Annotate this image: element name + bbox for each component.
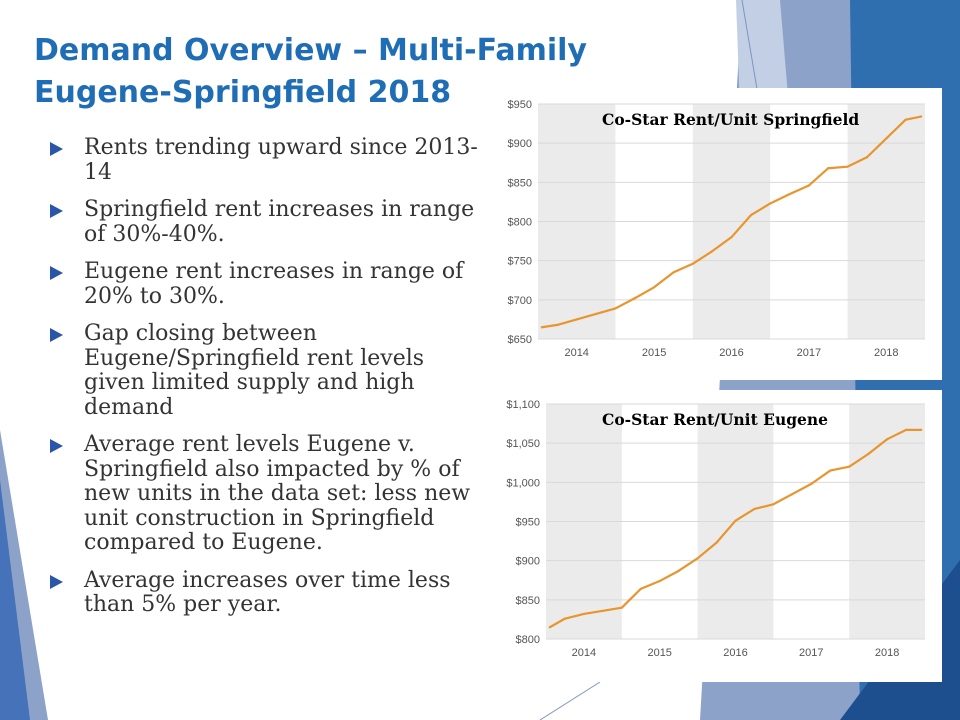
x-tick-label: 2018: [875, 647, 899, 659]
x-tick-label: 2017: [799, 647, 823, 659]
deco-thin-line-top: [741, 0, 759, 96]
data-point: [772, 503, 775, 506]
bullet-item: Average increases over time less than 5%…: [46, 567, 486, 618]
data-point: [620, 606, 623, 609]
data-point: [829, 469, 832, 472]
data-point: [810, 482, 813, 485]
bullet-text: Gap closing between Eugene/Springfield r…: [84, 321, 425, 420]
y-tick-label: $1,100: [506, 399, 540, 411]
data-point: [715, 541, 718, 544]
bullet-text: Average increases over time less than 5%…: [84, 567, 451, 617]
data-point: [920, 115, 923, 118]
x-tick-label: 2015: [647, 647, 671, 659]
data-point: [677, 569, 680, 572]
data-point: [696, 557, 699, 560]
data-point: [904, 428, 908, 431]
bullet-list: Rents trending upward since 2013-14 Spri…: [46, 135, 486, 631]
data-point: [788, 192, 791, 196]
bullet-item: Springfield rent increases in range of 3…: [46, 197, 486, 247]
data-point: [563, 617, 567, 620]
data-point: [582, 612, 586, 616]
data-point: [920, 428, 923, 431]
y-tick-label: $950: [508, 99, 532, 111]
y-tick-label: $1,000: [506, 477, 540, 489]
bullet-arrow-icon: [50, 439, 63, 453]
data-point: [633, 297, 636, 300]
data-point: [730, 236, 733, 239]
slide-title-line2: Eugene-Springfield 2018: [34, 75, 452, 110]
data-point: [556, 323, 559, 326]
x-tick-label: 2014: [564, 347, 588, 359]
y-tick-label: $950: [516, 517, 540, 529]
bullet-item: Eugene rent increases in range of 20% to…: [46, 259, 486, 309]
data-point: [653, 286, 656, 289]
data-point: [885, 137, 888, 140]
data-point: [711, 250, 714, 253]
data-point: [749, 214, 752, 217]
y-tick-label: $1,050: [506, 438, 540, 450]
deco-left-dark-band: [0, 480, 30, 720]
data-point: [672, 271, 675, 274]
data-point: [867, 453, 870, 456]
y-tick-label: $800: [508, 217, 532, 229]
data-point: [594, 312, 598, 316]
data-point: [904, 118, 907, 121]
x-tick-label: 2017: [797, 347, 821, 359]
bullet-item: Average rent levels Eugene v. Springfiel…: [46, 432, 486, 556]
chart-title: Co-Star Rent/Unit Springfield: [602, 110, 859, 129]
y-tick-label: $850: [516, 595, 540, 607]
bullet-arrow-icon: [50, 204, 63, 218]
data-point: [791, 492, 794, 496]
data-point: [614, 307, 617, 310]
data-point: [753, 507, 756, 511]
data-point: [848, 465, 851, 468]
y-tick-label: $800: [516, 634, 540, 646]
data-point: [827, 167, 830, 170]
y-tick-label: $700: [508, 295, 532, 307]
slide-title: Demand Overview – Multi-Family Eugene-Sp…: [34, 30, 634, 114]
data-point: [601, 609, 604, 612]
bullet-arrow-icon: [50, 266, 63, 280]
y-tick-label: $900: [516, 556, 540, 568]
deco-thin-line-bottom: [539, 681, 601, 720]
slide-title-line1: Demand Overview – Multi-Family: [34, 33, 587, 68]
data-point: [846, 165, 849, 168]
data-point: [658, 579, 661, 583]
x-tick-label: 2018: [874, 347, 898, 359]
bullet-text: Springfield rent increases in range of 3…: [84, 197, 475, 247]
data-point: [807, 184, 811, 187]
bullet-arrow-icon: [50, 328, 63, 342]
data-point: [865, 156, 869, 159]
bullet-text: Rents trending upward since 2013-14: [84, 135, 478, 185]
data-point: [639, 587, 642, 590]
x-tick-label: 2015: [642, 347, 666, 359]
data-point: [734, 519, 737, 522]
data-point: [769, 202, 772, 205]
x-tick-label: 2016: [723, 647, 747, 659]
data-point: [540, 326, 543, 329]
x-tick-label: 2016: [719, 347, 743, 359]
bullet-text: Eugene rent increases in range of 20% to…: [84, 259, 464, 309]
data-point: [575, 318, 578, 321]
data-point: [691, 262, 694, 265]
y-tick-label: $650: [508, 334, 532, 346]
data-point: [548, 626, 551, 629]
y-tick-label: $750: [508, 256, 532, 268]
y-tick-label: $850: [508, 177, 532, 189]
bullet-text: Average rent levels Eugene v. Springfiel…: [84, 432, 471, 555]
x-tick-label: 2014: [572, 647, 596, 659]
y-tick-label: $900: [508, 138, 532, 150]
bullet-arrow-icon: [50, 574, 63, 589]
bullet-item: Rents trending upward since 2013-14: [46, 135, 486, 185]
data-point: [886, 438, 889, 441]
bullet-arrow-icon: [50, 142, 63, 156]
chart-title: Co-Star Rent/Unit Eugene: [602, 410, 828, 429]
bullet-item: Gap closing between Eugene/Springfield r…: [46, 321, 486, 420]
